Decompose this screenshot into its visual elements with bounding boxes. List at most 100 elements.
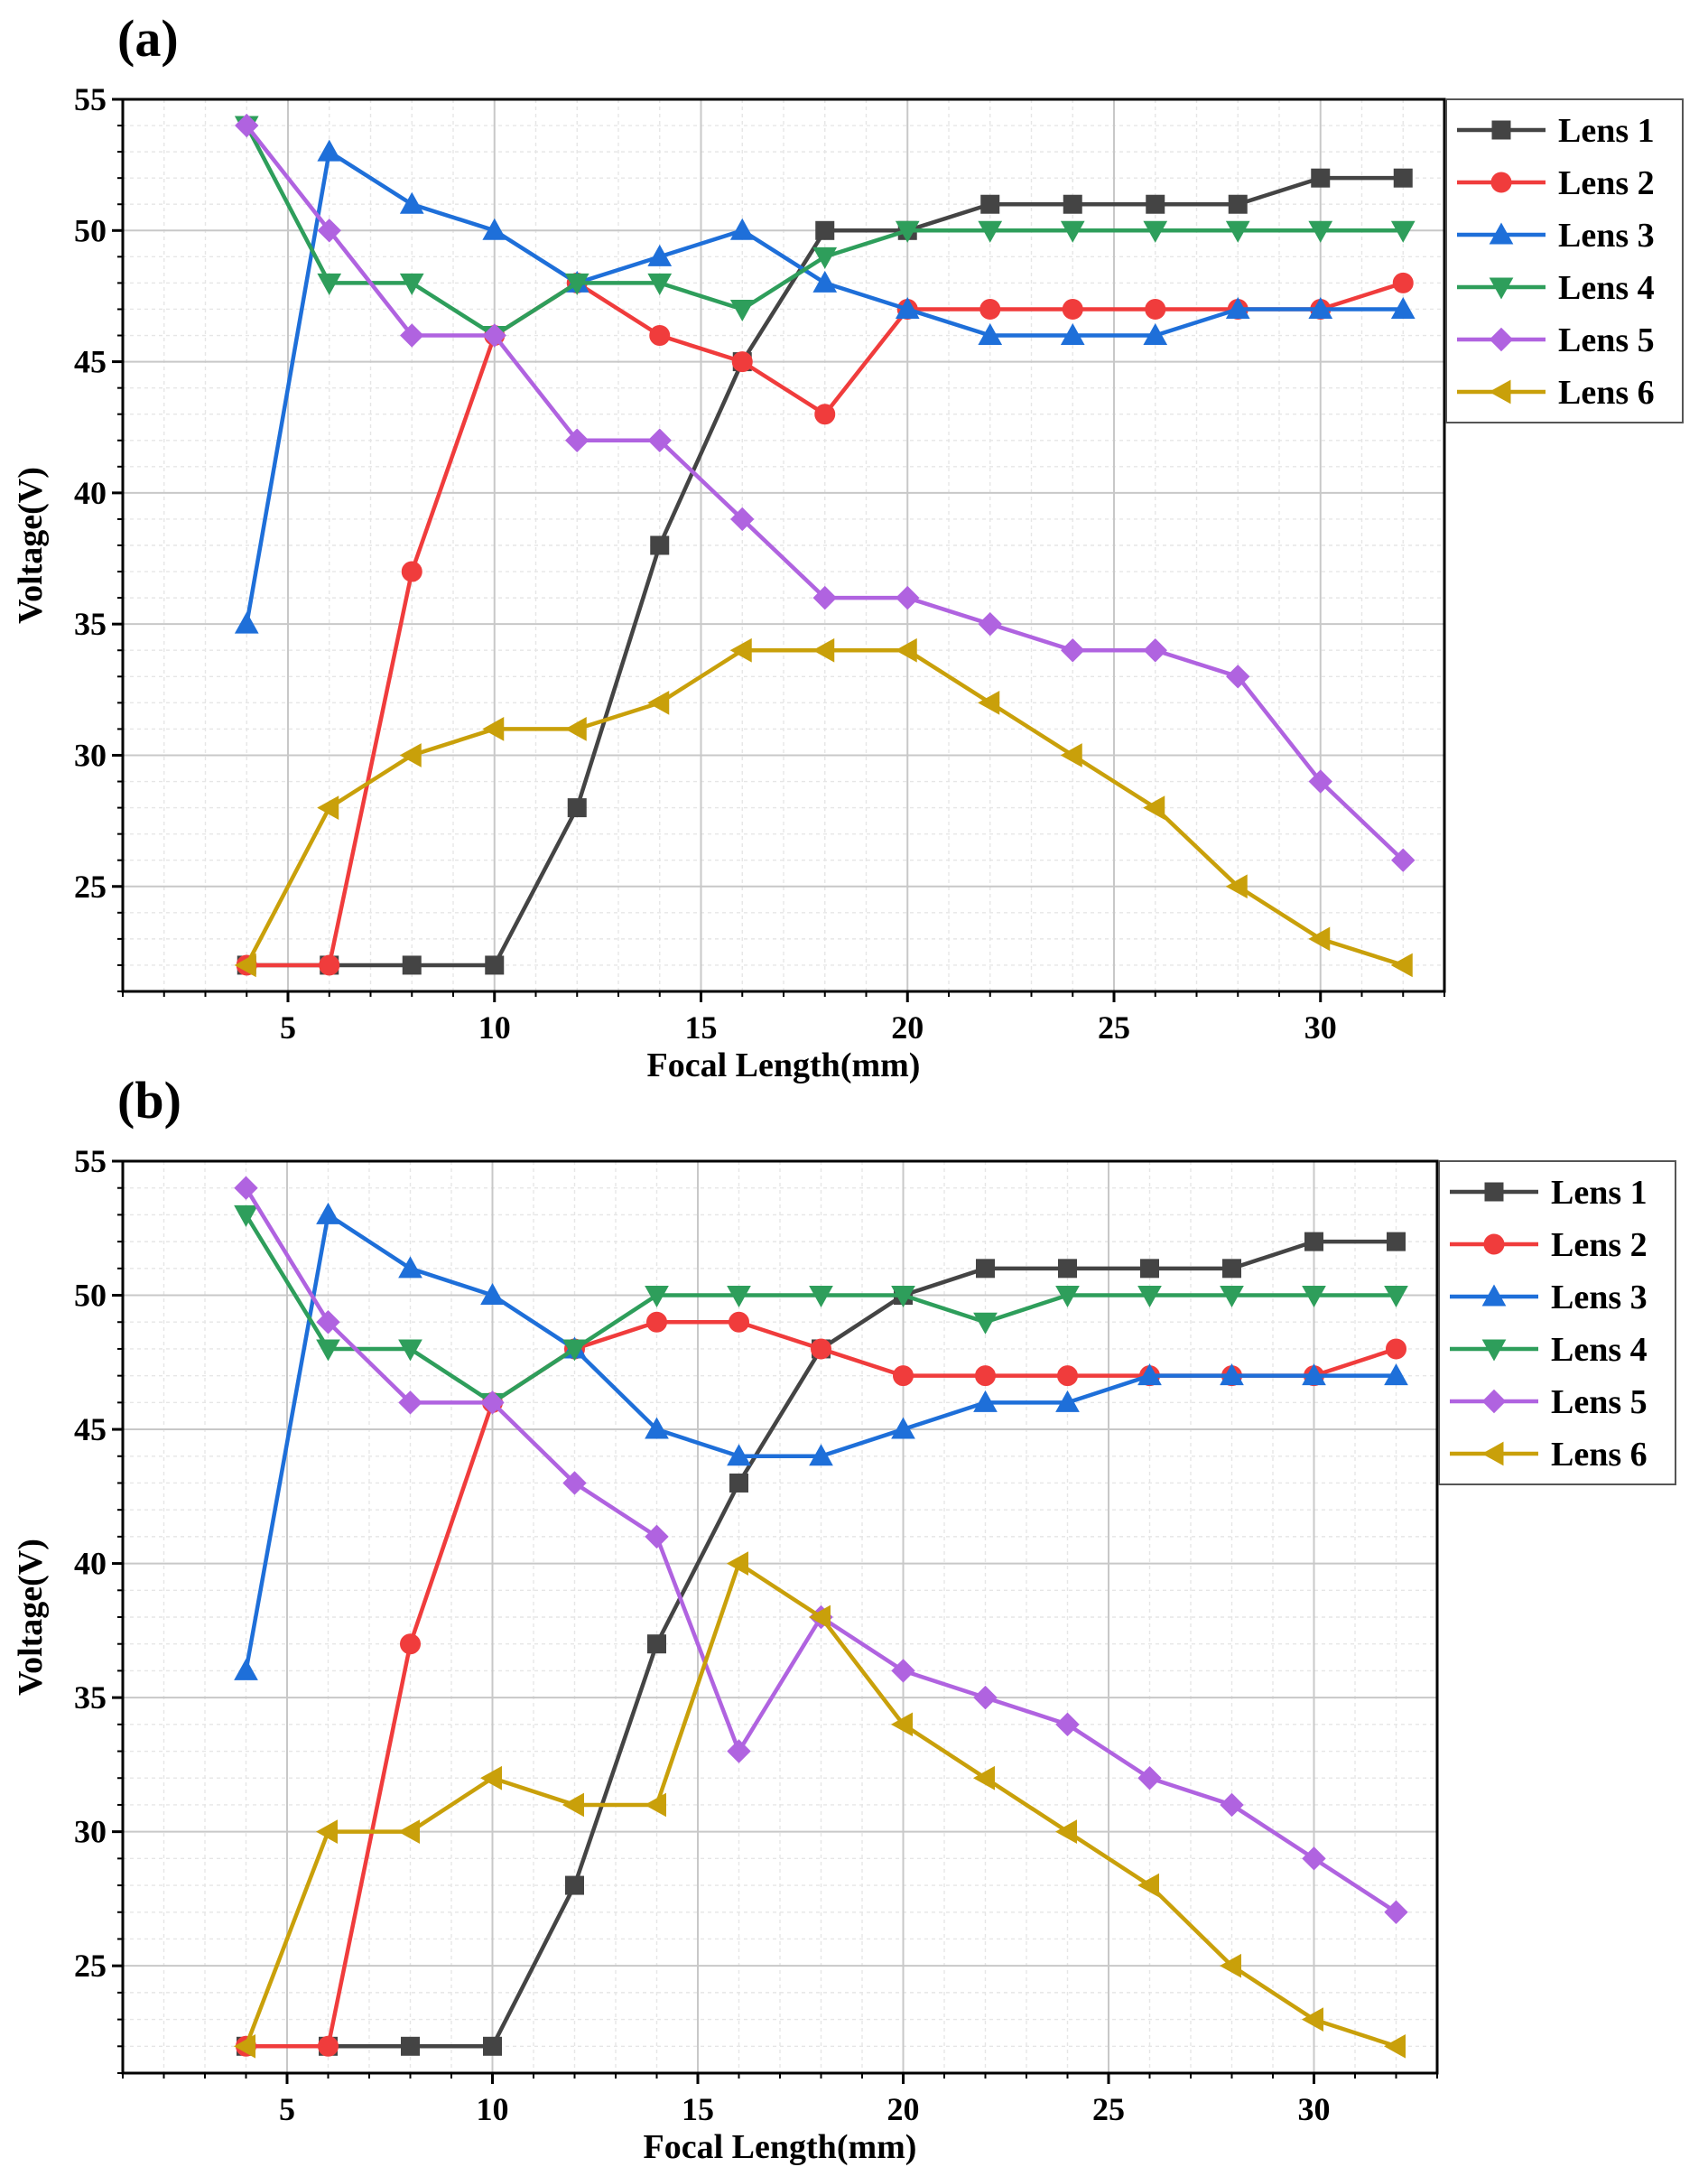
x-tick-label: 5 [279,2091,295,2127]
y-tick-label: 40 [74,475,107,511]
data-point [233,2033,255,2059]
data-point [1137,1873,1159,1898]
legend-item: Lens 6 [1450,1436,1648,1474]
x-tick-label: 20 [887,2091,920,2127]
data-point [316,1310,340,1335]
x-tick-label: 15 [685,1009,718,1046]
data-point [1225,874,1248,899]
data-point [1222,1259,1241,1279]
data-point [402,955,422,975]
data-point [316,1339,340,1362]
data-point [479,1765,502,1790]
data-point [1143,220,1168,243]
data-point [812,585,837,610]
data-point [1220,1792,1244,1818]
data-point [315,1819,338,1844]
data-point [400,323,424,348]
axes: 5 10 15 20 25 30 25 30 35 40 45 50 55 Focal Length(mm… [12,81,1445,1084]
data-point [647,273,673,295]
data-point [1391,848,1416,872]
data-point [1308,769,1332,794]
data-point [978,691,1000,715]
legend-marker [1491,120,1511,140]
legend-marker [1489,222,1514,245]
data-point [1140,1259,1159,1279]
data-point [1384,1286,1408,1308]
data-point [1137,1363,1162,1386]
data-point [398,1390,422,1415]
axes: 5 10 15 20 25 30 25 30 35 40 45 50 55 Focal Length(mm… [12,1143,1438,2166]
data-point [480,1390,505,1415]
data-point [1301,2007,1323,2032]
series-lens-6 [234,637,1413,978]
y-tick-label: 25 [74,1948,107,1984]
legend-label: Lens 2 [1551,1226,1648,1264]
legend-label: Lens 5 [1558,321,1655,359]
legend-marker [1489,327,1514,352]
y-tick-label: 25 [74,869,107,905]
data-point [565,1875,584,1895]
series-lens-3 [234,139,1416,634]
data-point [645,1286,669,1308]
x-axis-title: Focal Length(mm) [647,1046,921,1084]
legend-item: Lens 3 [1457,217,1655,255]
grid [122,98,1445,992]
data-point [1308,926,1331,952]
data-point [1145,298,1166,320]
data-point [1390,953,1413,978]
data-point [562,1792,584,1818]
x-tick-label: 25 [1092,2091,1125,2127]
data-point [895,220,920,243]
data-point [1055,1286,1080,1308]
y-tick-label: 30 [74,1814,107,1850]
data-point [234,953,256,978]
data-point [647,691,670,715]
data-point [645,1524,669,1549]
data-point [979,298,1001,320]
y-tick-label: 50 [74,212,107,248]
data-point [1225,220,1250,243]
data-point [973,1685,998,1710]
data-point [1054,1819,1077,1844]
data-point [896,585,920,610]
data-point [319,954,340,976]
data-point [483,2036,502,2056]
legend-marker [1481,1339,1507,1362]
legend-label: Lens 4 [1558,269,1655,307]
data-point [482,323,506,348]
data-point [727,1286,751,1308]
data-point [646,1311,667,1333]
legend-box [1445,98,1684,423]
legend-item: Lens 3 [1450,1279,1648,1316]
data-point [1143,322,1168,346]
x-tick-label: 5 [280,1009,296,1046]
chart-panel-b: (b) 5 10 15 20 25 30 25 30 35 40 45 50 55 Focal Length… [12,1071,1676,2166]
series-group [234,113,1416,978]
data-point [234,1176,258,1200]
data-point [1063,194,1082,214]
data-point [890,1712,913,1737]
data-point [1393,168,1413,188]
data-point [317,795,339,820]
y-tick-label: 45 [74,1411,107,1447]
data-point [1225,296,1250,319]
legend-item: Lens 4 [1450,1331,1648,1369]
data-point [317,219,341,243]
data-point [645,1417,669,1439]
legend-label: Lens 1 [1558,112,1655,150]
legend-item: Lens 2 [1457,164,1655,202]
data-point [1137,1766,1162,1790]
grid [122,1160,1438,2074]
data-point [647,428,672,452]
data-point [1143,638,1167,663]
data-point [644,1792,666,1818]
data-point [397,1819,420,1844]
data-point [234,1658,258,1680]
x-tick-label: 30 [1298,2091,1331,2127]
data-point [1062,298,1083,320]
legend: Lens 1 Lens 2 Lens 3 Lens 4 Lens 5 Lens 6 [1445,98,1684,423]
data-point [1384,1363,1408,1386]
data-point [234,611,259,634]
data-point [978,322,1003,346]
data-point [895,296,920,319]
